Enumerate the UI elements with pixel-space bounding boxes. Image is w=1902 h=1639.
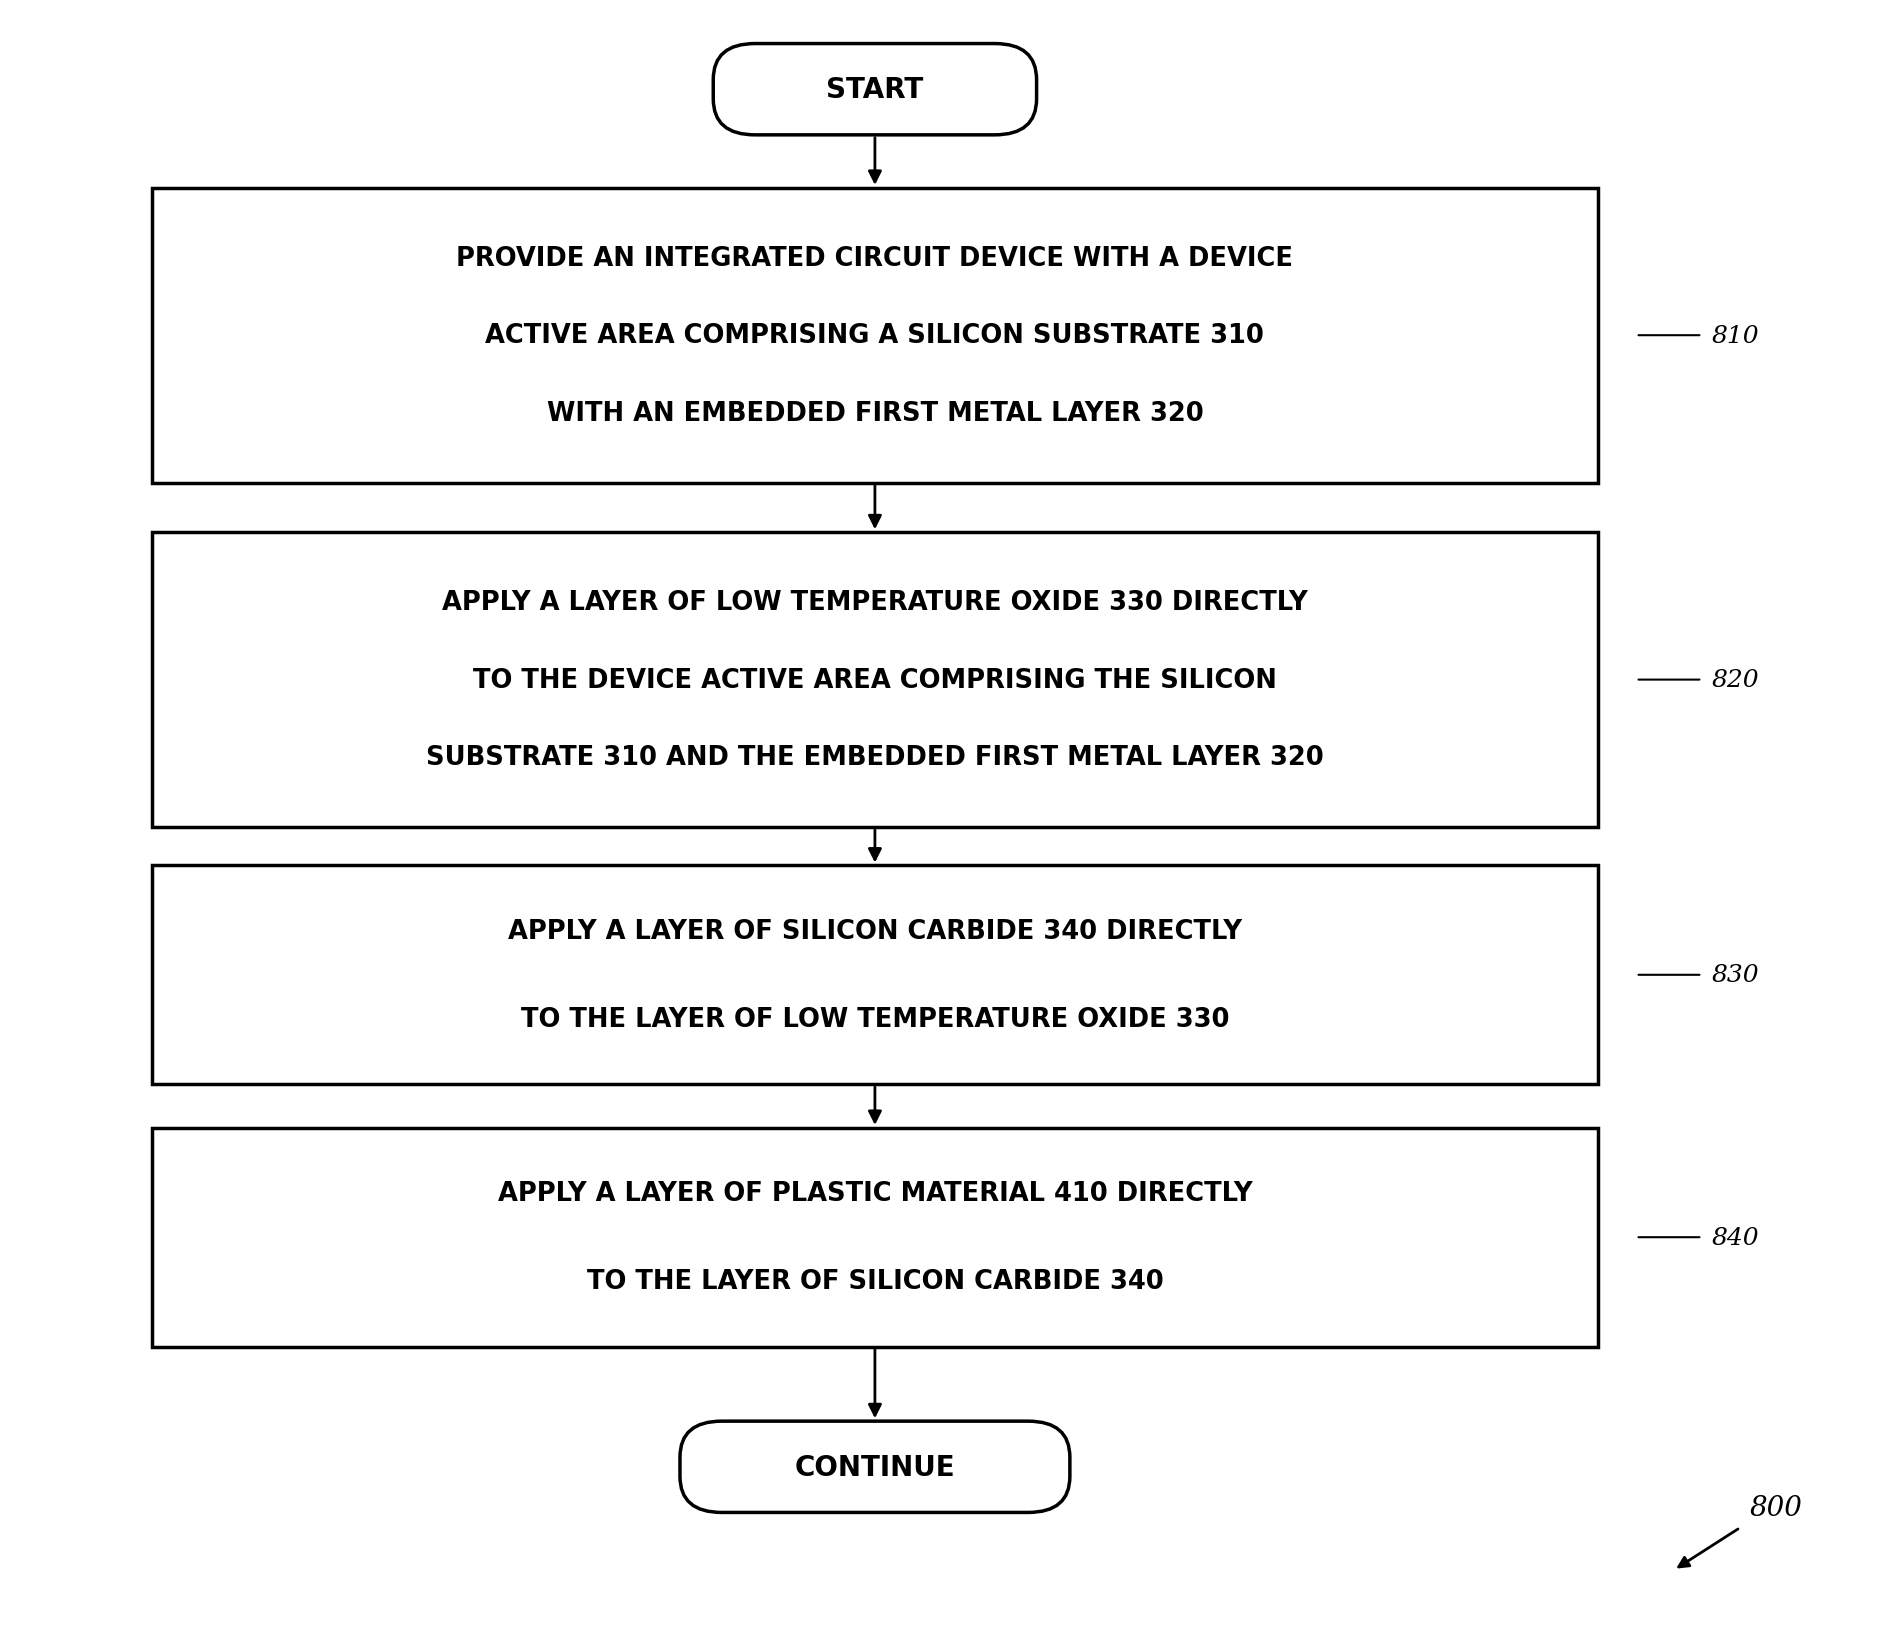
Bar: [152, 188, 1598, 484]
Text: TO THE DEVICE ACTIVE AREA COMPRISING THE SILICON: TO THE DEVICE ACTIVE AREA COMPRISING THE…: [474, 667, 1276, 693]
Text: 840: 840: [1712, 1226, 1759, 1249]
Text: CONTINUE: CONTINUE: [795, 1452, 955, 1482]
Text: APPLY A LAYER OF LOW TEMPERATURE OXIDE 330 DIRECTLY: APPLY A LAYER OF LOW TEMPERATURE OXIDE 3…: [441, 590, 1309, 616]
Text: START: START: [825, 75, 924, 105]
Bar: [152, 1128, 1598, 1347]
FancyBboxPatch shape: [681, 1421, 1069, 1513]
Text: TO THE LAYER OF SILICON CARBIDE 340: TO THE LAYER OF SILICON CARBIDE 340: [586, 1269, 1164, 1295]
Text: ACTIVE AREA COMPRISING A SILICON SUBSTRATE 310: ACTIVE AREA COMPRISING A SILICON SUBSTRA…: [485, 323, 1265, 349]
Text: APPLY A LAYER OF SILICON CARBIDE 340 DIRECTLY: APPLY A LAYER OF SILICON CARBIDE 340 DIR…: [508, 918, 1242, 944]
Bar: [152, 533, 1598, 828]
Text: APPLY A LAYER OF PLASTIC MATERIAL 410 DIRECTLY: APPLY A LAYER OF PLASTIC MATERIAL 410 DI…: [498, 1180, 1252, 1206]
Text: SUBSTRATE 310 AND THE EMBEDDED FIRST METAL LAYER 320: SUBSTRATE 310 AND THE EMBEDDED FIRST MET…: [426, 744, 1324, 770]
Text: 830: 830: [1712, 964, 1759, 987]
Text: 800: 800: [1750, 1495, 1803, 1521]
Text: PROVIDE AN INTEGRATED CIRCUIT DEVICE WITH A DEVICE: PROVIDE AN INTEGRATED CIRCUIT DEVICE WIT…: [456, 246, 1293, 272]
Text: 820: 820: [1712, 669, 1759, 692]
Text: TO THE LAYER OF LOW TEMPERATURE OXIDE 330: TO THE LAYER OF LOW TEMPERATURE OXIDE 33…: [521, 1006, 1229, 1033]
Text: WITH AN EMBEDDED FIRST METAL LAYER 320: WITH AN EMBEDDED FIRST METAL LAYER 320: [546, 400, 1204, 426]
FancyBboxPatch shape: [713, 44, 1037, 136]
Text: 810: 810: [1712, 325, 1759, 347]
Bar: [152, 865, 1598, 1085]
